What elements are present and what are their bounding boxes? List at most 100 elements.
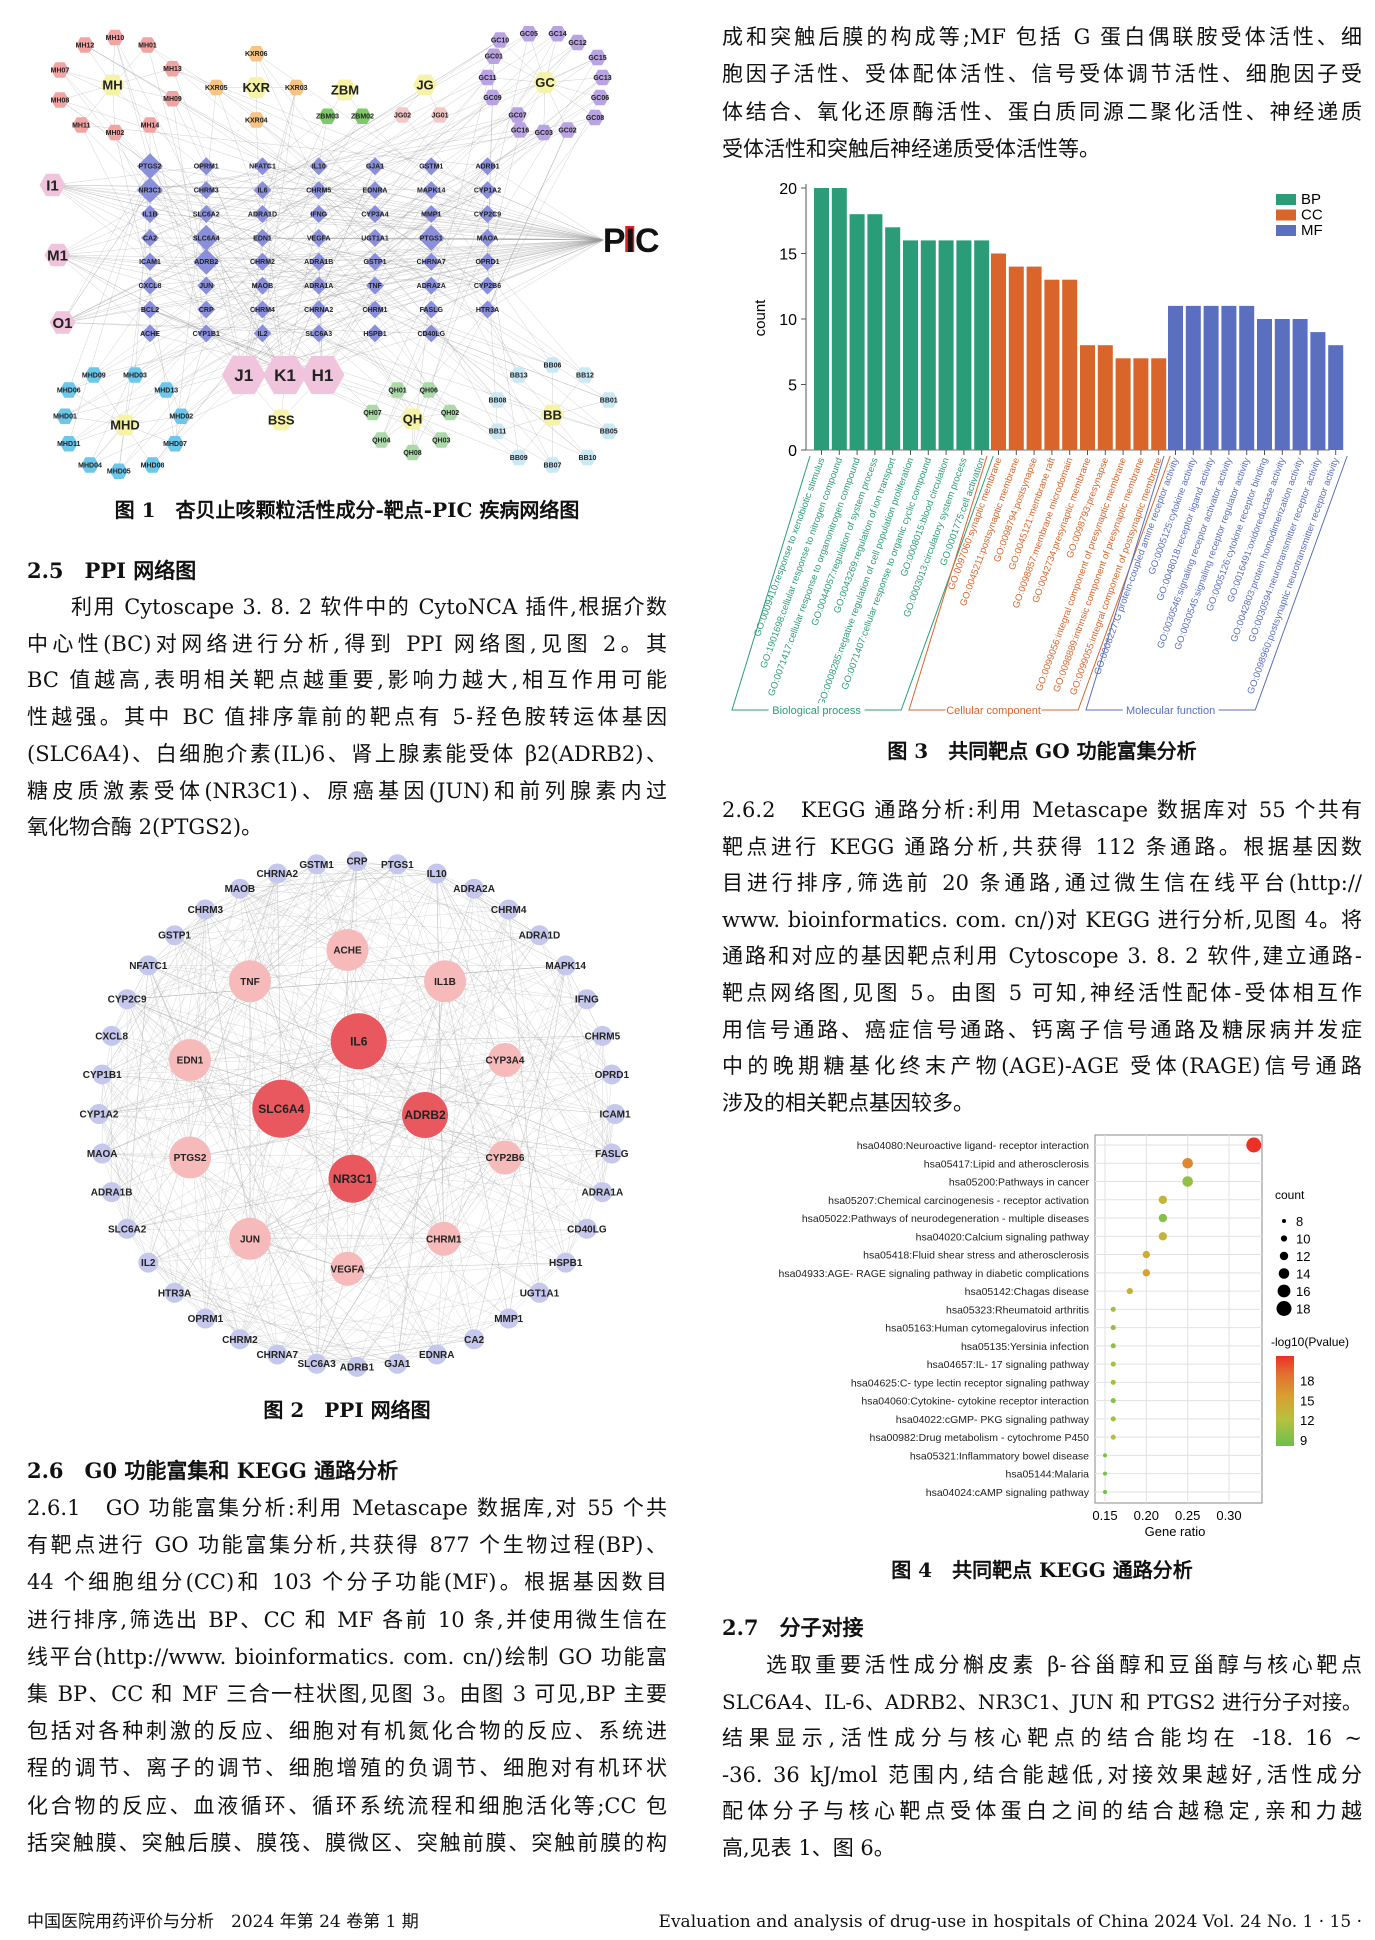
bar-cc xyxy=(991,253,1006,450)
edge xyxy=(249,1238,358,1367)
edge xyxy=(262,237,442,441)
edge xyxy=(397,864,603,1037)
ingredient-label: GC03 xyxy=(535,130,553,137)
edge xyxy=(102,864,317,1154)
ingredient-label: BB06 xyxy=(544,362,562,369)
edge xyxy=(206,239,604,310)
ingredient-label: JG02 xyxy=(394,112,411,119)
edge xyxy=(148,965,317,1364)
x-axis-label: Gene ratio xyxy=(1145,1524,1206,1539)
ingredient-label: GC09 xyxy=(483,95,501,102)
target-node xyxy=(478,252,497,271)
target-node xyxy=(253,300,272,319)
edge xyxy=(189,873,278,1061)
edge xyxy=(318,213,609,401)
outer-node xyxy=(464,878,485,899)
edge xyxy=(504,1113,616,1158)
pathway-bubble xyxy=(1103,1471,1107,1476)
edge xyxy=(397,965,566,1364)
ingredient-label: QH03 xyxy=(432,437,450,444)
ingredient-node xyxy=(519,26,538,42)
edge xyxy=(374,129,521,239)
target-node xyxy=(141,300,159,319)
bar-bp xyxy=(867,214,883,450)
edge xyxy=(356,861,603,1193)
edge xyxy=(318,213,604,241)
outer-node-label: CRP xyxy=(346,857,367,868)
edge xyxy=(347,949,603,1193)
edge xyxy=(166,237,432,391)
size-legend-dot xyxy=(1280,1235,1288,1242)
outer-node-label: OPRD1 xyxy=(595,1070,630,1081)
y-tick-label: 20 xyxy=(779,181,797,198)
ingredient-label: BB12 xyxy=(576,372,594,379)
target-label: GJA1 xyxy=(366,164,384,171)
edge xyxy=(504,1059,612,1154)
edge xyxy=(347,909,509,1269)
inner-node-label: CHRM1 xyxy=(426,1234,462,1245)
pathway-label: hsa04060:Cytokine- cytokine receptor int… xyxy=(861,1396,1089,1408)
outer-node xyxy=(164,925,185,946)
edge xyxy=(277,873,603,1037)
outer-node-label: UGT1A1 xyxy=(520,1288,560,1299)
target-label: IFNG xyxy=(310,211,327,218)
edge xyxy=(62,285,263,323)
herb-node xyxy=(333,79,357,101)
inner-node xyxy=(326,929,369,971)
edge xyxy=(431,42,578,191)
core-node xyxy=(330,1013,387,1070)
target-label: IL1B xyxy=(142,211,157,218)
edge xyxy=(356,861,616,1115)
edge xyxy=(431,333,609,401)
herb-label: GC xyxy=(535,75,555,90)
ingredient-label: MH10 xyxy=(106,35,125,42)
target-node xyxy=(366,181,384,200)
inner-node xyxy=(426,1221,461,1256)
edge xyxy=(148,1262,437,1355)
ingredient-label: GC05 xyxy=(520,31,538,38)
ingredient-node xyxy=(138,37,157,53)
target-node xyxy=(418,224,445,251)
ppi-nodes: CRP PTGS1 IL10 ADRA2A CHRM4 ADRA1D MAPK14 IFNG C… xyxy=(80,851,631,1377)
outer-node xyxy=(138,955,159,976)
outer-node xyxy=(592,1182,613,1203)
edge xyxy=(487,261,586,376)
pathway-label: hsa05417:Lipid and atherosclerosis xyxy=(924,1158,1089,1170)
outer-node-label: IL2 xyxy=(141,1258,156,1269)
edge xyxy=(316,965,566,1364)
edge xyxy=(148,965,506,1158)
inner-node-label: ACHE xyxy=(333,946,362,957)
edge xyxy=(148,873,278,1263)
edge xyxy=(431,239,604,310)
edge xyxy=(262,116,363,239)
outer-node-label: HSPB1 xyxy=(549,1258,583,1269)
paragraph-line: 通路和对应的基因靶点利用 Cytoscope 3. 8. 2 软件,建立通路- xyxy=(722,944,1362,969)
herb-label: BB xyxy=(543,408,562,423)
inner-node-label: VEGFA xyxy=(331,1264,365,1275)
pathway-bubble xyxy=(1110,1379,1116,1385)
outer-node-label: CYP1B1 xyxy=(83,1070,122,1081)
edge xyxy=(111,1192,206,1319)
edge xyxy=(57,166,207,256)
edge xyxy=(52,166,207,186)
edge xyxy=(318,239,604,310)
bar-mf xyxy=(1185,305,1201,450)
edge xyxy=(347,949,612,1154)
edge xyxy=(68,166,151,444)
bar-bp xyxy=(885,227,901,450)
ingredient-node xyxy=(548,26,567,42)
pathway-label: hsa05163:Human cytomegalovirus infection xyxy=(885,1323,1089,1335)
target-node xyxy=(309,181,328,200)
edge xyxy=(149,237,244,376)
edge xyxy=(114,37,151,167)
edge xyxy=(239,1113,616,1340)
edge xyxy=(243,237,488,376)
edge xyxy=(98,965,149,1115)
paragraph-line: 配体分子与核心靶点受体蛋白之间的结合越稳定,亲和力越 xyxy=(722,1799,1362,1824)
edge xyxy=(81,124,263,310)
target-label: UGT1A1 xyxy=(361,235,389,242)
edge xyxy=(134,166,151,376)
ingredient-label: BB05 xyxy=(600,429,618,436)
edge xyxy=(148,1108,282,1263)
target-node xyxy=(366,157,384,176)
